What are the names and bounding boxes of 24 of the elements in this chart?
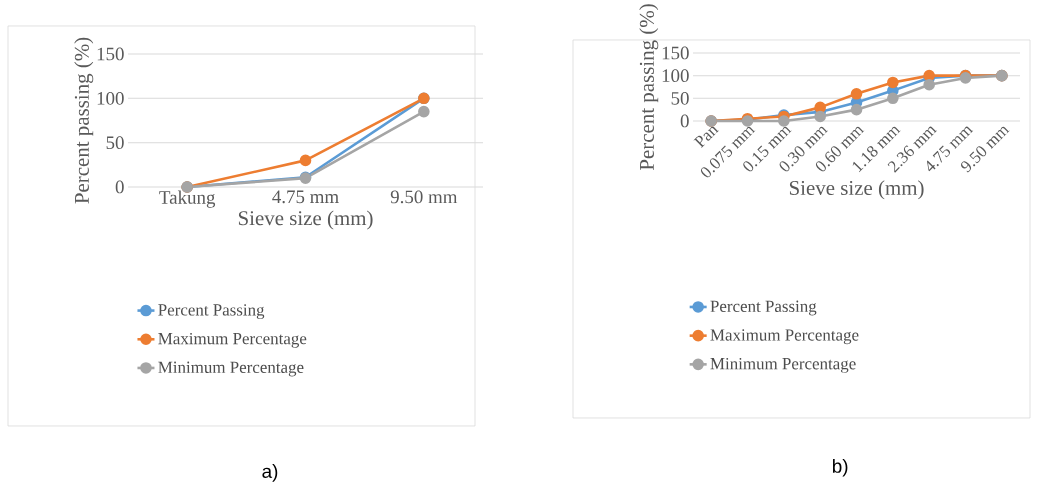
x-tick-label: 9.50 mm	[390, 190, 458, 204]
y-tick-label: 100	[662, 69, 689, 83]
x-axis-title: Sieve size (mm)	[789, 180, 924, 200]
y-tick-label: 150	[662, 46, 689, 60]
legend-label: Minimum Percentage	[710, 357, 856, 373]
y-tick-label: 50	[671, 91, 689, 105]
y-tick-label: 0	[680, 114, 689, 128]
legend-label: Maximum Percentage	[710, 329, 859, 345]
x-axis-title: Sieve size (mm)	[238, 210, 373, 230]
legend-label: Percent Passing	[158, 304, 265, 320]
y-tick-label: 50	[106, 136, 124, 150]
y-axis-title: Percent passing (%)	[639, 4, 659, 171]
text: b)	[832, 458, 848, 477]
x-tick-label: Takung	[159, 190, 216, 208]
legend-label: Percent Passing	[710, 300, 817, 316]
legend-label: Maximum Percentage	[158, 332, 307, 348]
y-tick-label: 150	[97, 47, 124, 61]
x-tick-label: 4.75 mm	[272, 190, 339, 204]
y-tick-label: 100	[97, 91, 124, 105]
text: a)	[262, 464, 278, 482]
x-tick-label: Pan	[693, 126, 719, 149]
y-tick-label: 0	[115, 180, 124, 194]
legend-label: Minimum Percentage	[158, 361, 304, 377]
y-axis-title: Percent passing (%)	[74, 37, 94, 204]
